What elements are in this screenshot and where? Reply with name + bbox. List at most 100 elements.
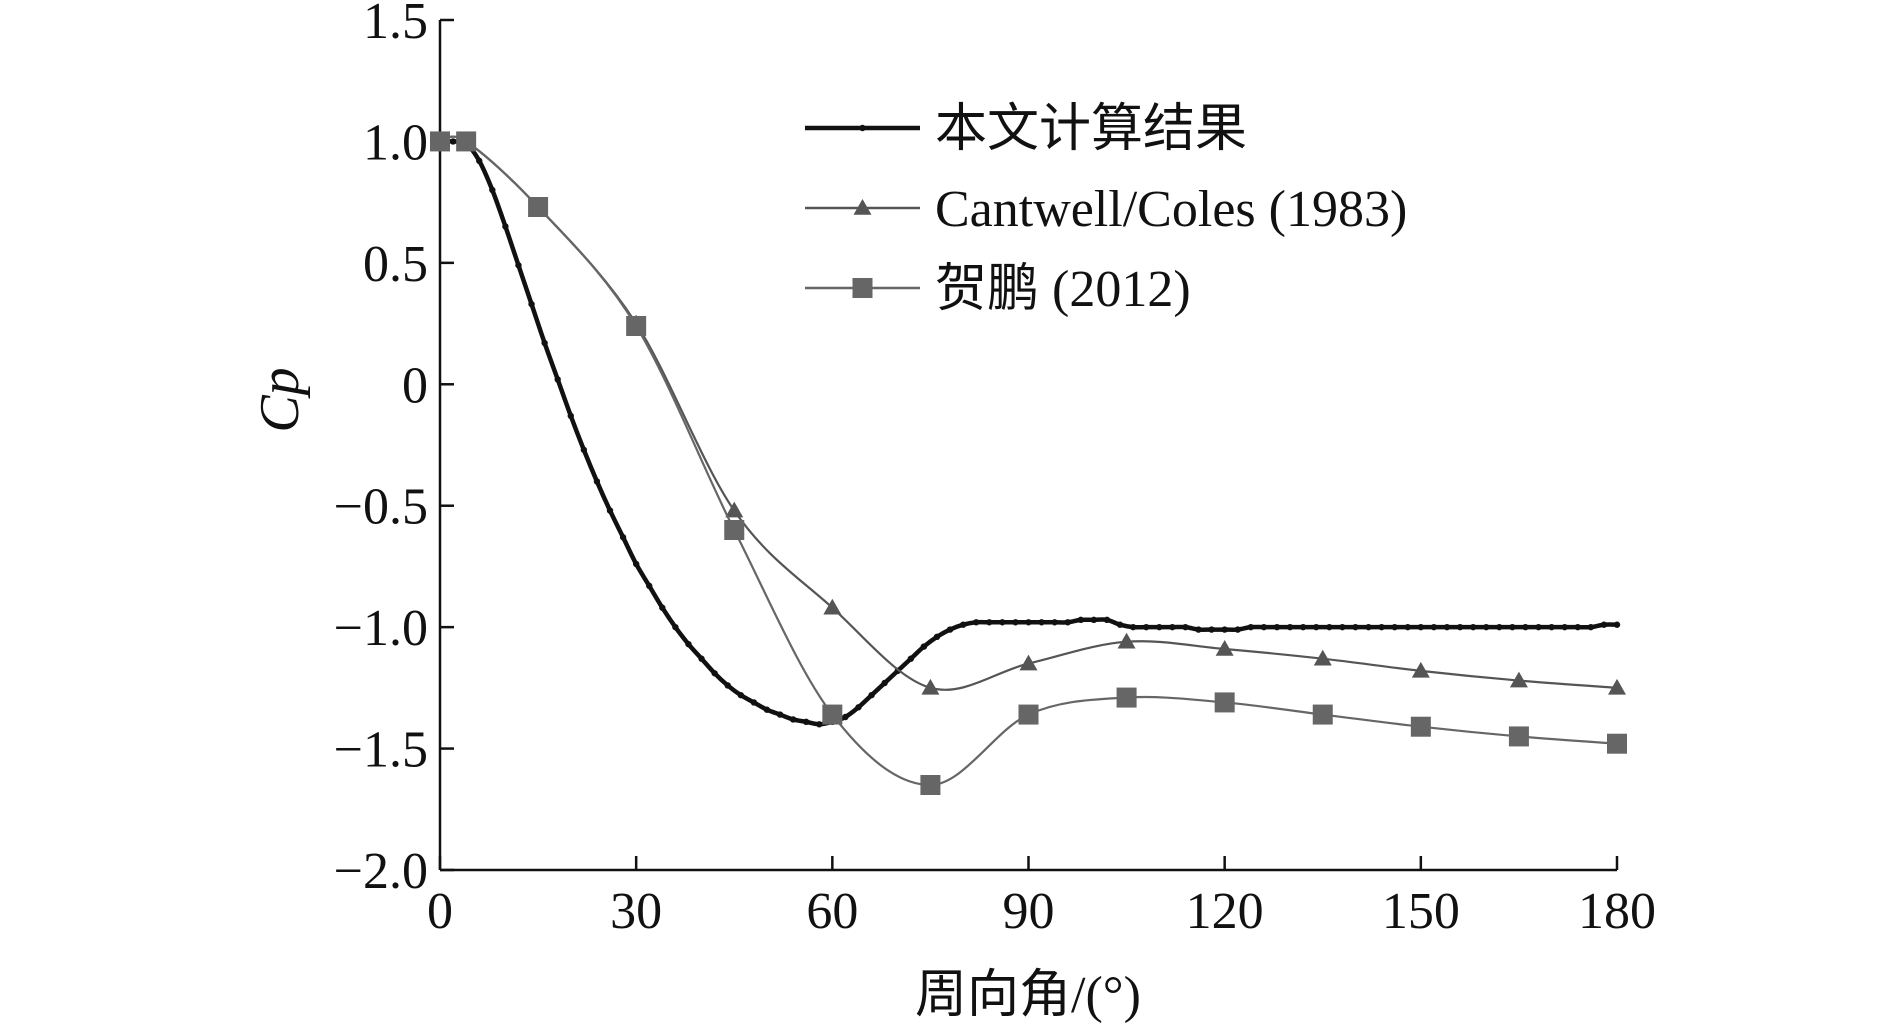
legend-marker — [859, 124, 866, 132]
data-point — [1019, 654, 1038, 671]
data-point — [580, 446, 588, 454]
data-point — [946, 626, 954, 633]
data-point — [1064, 619, 1071, 626]
data-point — [1018, 704, 1039, 725]
data-point — [1012, 619, 1019, 626]
data-point — [986, 619, 993, 626]
data-point — [711, 670, 718, 677]
y-ticks: 1.5 1.0 0.5 0 −0.5 −1.0 −1.5 −2.0 — [334, 0, 454, 900]
y-axis-label: Cp — [249, 367, 311, 432]
data-point — [1273, 623, 1281, 631]
data-point — [1214, 692, 1235, 713]
data-point — [724, 682, 731, 689]
y-tick-label: 0 — [402, 357, 428, 414]
data-point — [606, 507, 614, 514]
y-tick-label: −0.5 — [334, 479, 428, 536]
data-point — [1156, 623, 1163, 631]
data-point — [528, 300, 535, 308]
legend-label: 本文计算结果 — [935, 101, 1247, 158]
data-point — [1051, 619, 1058, 626]
data-point — [1286, 623, 1294, 631]
x-tick-label: 0 — [427, 883, 453, 940]
data-point — [789, 716, 797, 723]
series — [430, 131, 1627, 795]
y-tick-label: 1.0 — [363, 114, 428, 171]
data-point — [619, 534, 627, 541]
x-tick-label: 60 — [806, 883, 858, 940]
data-point — [1077, 616, 1085, 624]
x-tick-label: 180 — [1578, 883, 1656, 940]
data-point — [868, 691, 875, 699]
data-point — [1509, 623, 1516, 631]
data-point — [626, 316, 647, 336]
data-point — [1587, 623, 1595, 631]
data-point — [933, 633, 941, 641]
data-point — [972, 619, 980, 626]
legend-item: 本文计算结果 — [805, 101, 1247, 158]
y-tick-label: −2.0 — [334, 843, 428, 900]
data-point — [1208, 626, 1215, 633]
x-ticks: 0 30 60 90 120 150 180 — [427, 856, 1656, 940]
data-point — [1090, 616, 1098, 624]
data-point — [646, 582, 653, 590]
data-point — [1299, 623, 1307, 631]
data-point — [1378, 623, 1385, 631]
data-point — [1025, 619, 1032, 626]
data-point — [1195, 626, 1202, 633]
data-point — [823, 598, 842, 615]
data-point — [1116, 621, 1124, 628]
data-point — [541, 339, 548, 347]
data-point — [502, 223, 509, 230]
y-tick-label: 1.5 — [363, 0, 428, 50]
data-point — [1234, 626, 1241, 633]
data-point — [1391, 623, 1398, 631]
data-point — [763, 706, 771, 713]
data-point — [1260, 623, 1268, 631]
data-point — [1129, 623, 1137, 631]
data-point — [802, 718, 810, 726]
data-point — [1574, 623, 1581, 631]
data-point — [515, 262, 522, 269]
data-point — [1411, 661, 1430, 678]
legend-marker — [853, 199, 872, 215]
data-point — [1496, 623, 1503, 631]
data-point — [881, 679, 888, 687]
data-point — [476, 157, 483, 165]
data-point — [750, 699, 758, 706]
data-point — [1352, 623, 1359, 631]
data-point — [554, 376, 561, 383]
data-point — [1247, 623, 1255, 631]
data-point — [999, 619, 1006, 626]
y-tick-label: −1.5 — [334, 722, 428, 779]
data-point — [1608, 678, 1626, 695]
data-point — [1313, 649, 1332, 666]
data-point — [920, 643, 928, 650]
data-point — [632, 560, 640, 568]
data-point — [1508, 726, 1529, 747]
data-point — [1103, 616, 1111, 624]
data-point — [1600, 621, 1608, 628]
legend-marker — [852, 278, 873, 298]
data-point — [449, 138, 457, 145]
data-point — [920, 775, 941, 795]
x-tick-label: 150 — [1382, 883, 1460, 940]
data-point — [1509, 671, 1528, 688]
data-point — [1038, 619, 1045, 626]
data-point — [737, 691, 744, 699]
data-point — [1456, 623, 1464, 631]
data-point — [816, 721, 823, 728]
data-point — [1221, 626, 1228, 633]
data-point — [1117, 632, 1136, 649]
data-point — [1443, 623, 1451, 631]
data-point — [1548, 623, 1555, 631]
data-point — [1410, 716, 1431, 737]
legend-label: 贺鹏 (2012) — [935, 261, 1191, 318]
data-point — [528, 197, 549, 217]
data-point — [1483, 623, 1490, 631]
data-point — [822, 704, 843, 725]
data-point — [1326, 623, 1333, 631]
data-point — [907, 655, 914, 662]
data-point — [959, 621, 967, 628]
x-tick-label: 120 — [1186, 883, 1264, 940]
